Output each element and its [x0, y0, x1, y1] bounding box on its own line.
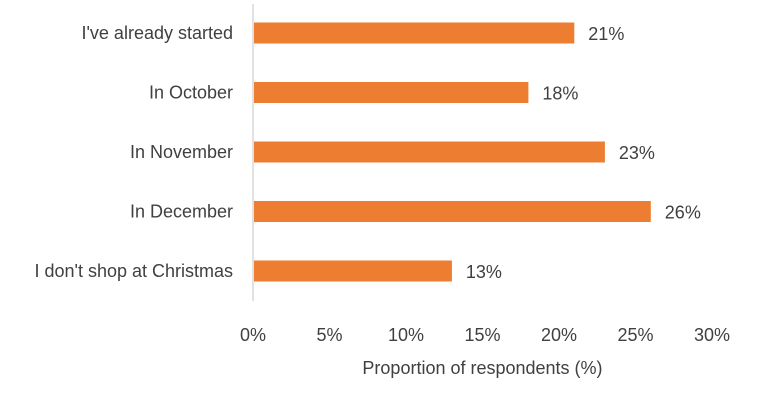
bar-i-don-t-shop-at-christmas [254, 260, 452, 282]
bar-i-ve-already-started [254, 22, 575, 44]
bar-in-december [254, 201, 651, 222]
data-label-in-october: 18% [542, 84, 578, 104]
bar-in-november [254, 141, 605, 163]
x-tick-label-25: 25% [617, 325, 653, 345]
x-tick-label-0: 0% [240, 325, 266, 345]
category-labels: I've already started In October In Novembe… [34, 23, 233, 281]
data-label-in-december: 26% [665, 203, 701, 223]
data-label-i-ve-already-started: 21% [588, 24, 624, 44]
category-label-i-don-t-shop-at-christmas: I don't shop at Christmas [34, 261, 233, 281]
data-label-in-november: 23% [619, 143, 655, 163]
bars-layer [254, 22, 651, 282]
bar-in-october [254, 82, 529, 103]
x-tick-label-15: 15% [464, 325, 500, 345]
data-labels: 21% 18% 23% 26% 13% [466, 24, 701, 282]
category-label-in-december: In December [130, 202, 233, 222]
category-label-i-ve-already-started: I've already started [81, 23, 233, 43]
x-tick-label-30: 30% [694, 325, 730, 345]
data-label-i-don-t-shop-at-christmas: 13% [466, 262, 502, 282]
x-axis-ticks: 0% 5% 10% 15% 20% 25% 30% [240, 325, 730, 345]
x-tick-label-5: 5% [316, 325, 342, 345]
x-axis-title: Proportion of respondents (%) [362, 358, 602, 378]
category-label-in-november: In November [130, 142, 233, 162]
x-tick-label-10: 10% [388, 325, 424, 345]
category-label-in-october: In October [149, 83, 233, 103]
x-tick-label-20: 20% [541, 325, 577, 345]
